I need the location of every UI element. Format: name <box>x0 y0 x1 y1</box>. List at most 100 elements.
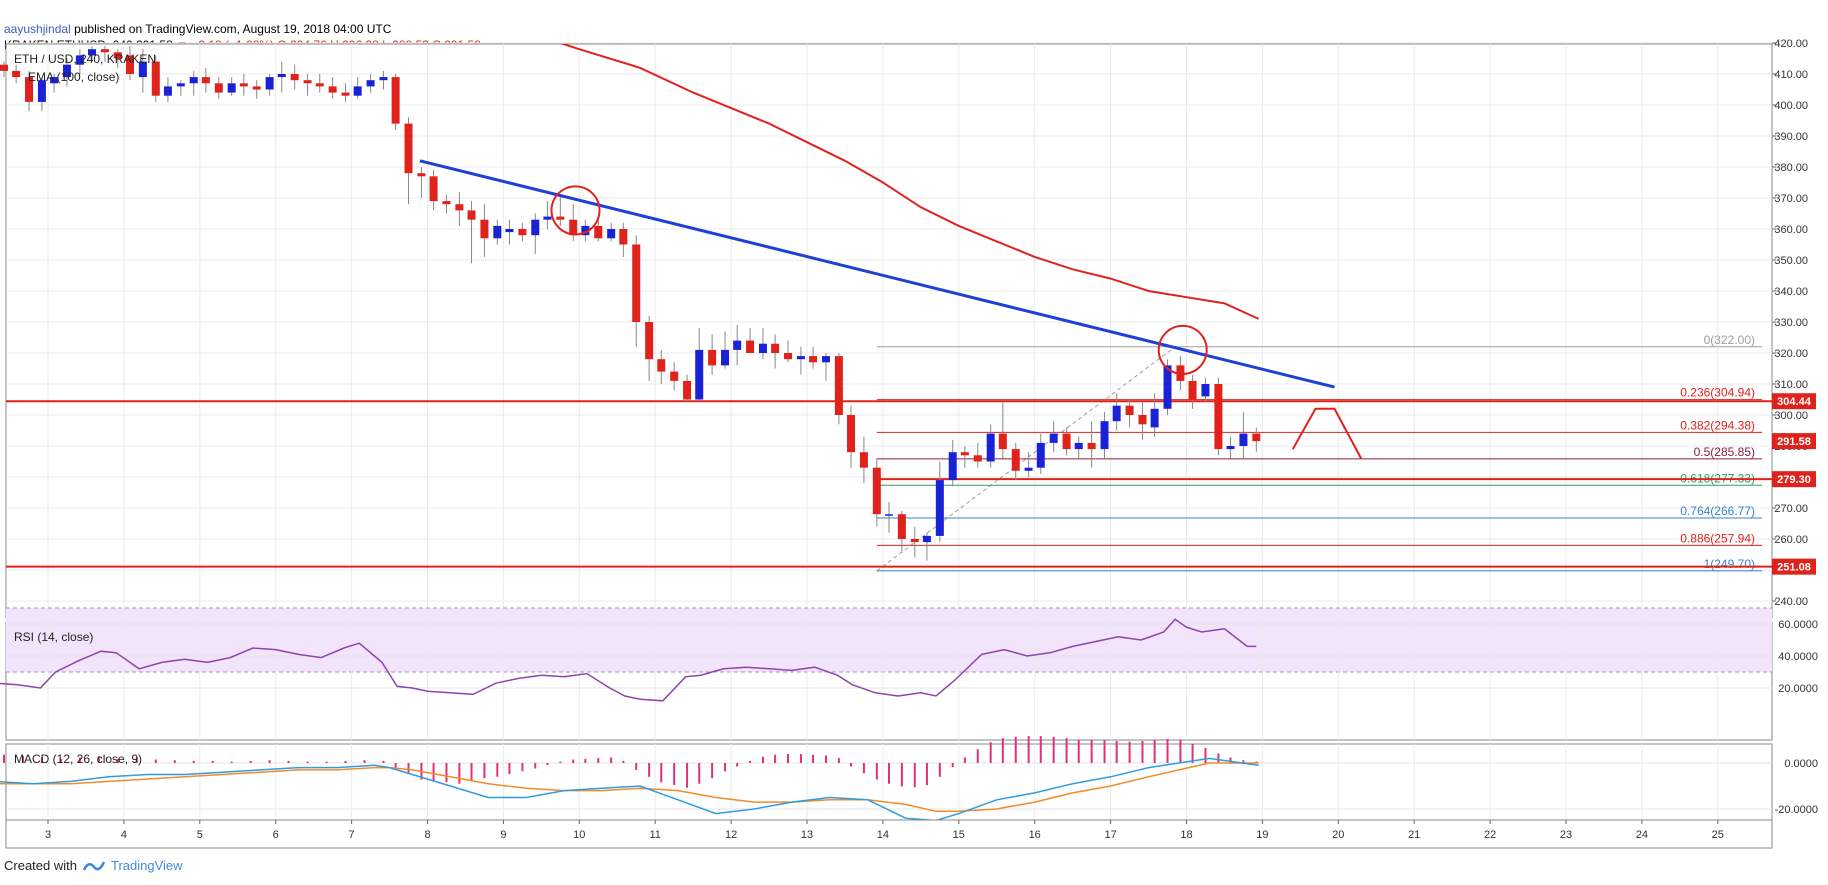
rsi-axis-label: 60.0000 <box>1778 619 1818 631</box>
macd-axis-label: 0.0000 <box>1784 758 1818 770</box>
chart-canvas[interactable]: 240.00250.00260.00270.00280.00290.00300.… <box>0 0 1828 855</box>
fib-level-label: 0.764(266.77) <box>1680 504 1755 518</box>
author-link[interactable]: aayushjindal <box>4 22 71 36</box>
candle-down <box>1214 384 1223 450</box>
candle-down <box>151 61 160 96</box>
time-axis-label: 14 <box>877 829 889 841</box>
price-axis-label: 420.00 <box>1774 38 1808 50</box>
candle-down <box>113 52 122 59</box>
fib-level-label: 0(322.00) <box>1704 333 1755 347</box>
candle-down <box>518 229 527 236</box>
macd-pane[interactable]: -20.0000 0.0000 <box>0 736 1818 822</box>
time-axis-label: 21 <box>1408 829 1420 841</box>
candle-up <box>88 49 97 56</box>
candle-up <box>189 77 198 84</box>
time-axis-label: 7 <box>349 829 355 841</box>
candle-down <box>239 83 248 87</box>
candle-up <box>721 349 730 366</box>
time-axis-label: 5 <box>197 829 203 841</box>
rsi-axis-label: 20.0000 <box>1778 683 1818 695</box>
price-axis-label: 300.00 <box>1774 410 1808 422</box>
footer: Created with TradingView <box>4 858 183 873</box>
macd-title: MACD (12, 26, close, 9) <box>14 752 142 766</box>
highlight-circle <box>1157 324 1208 375</box>
candle-up <box>1100 421 1109 450</box>
time-axis-label: 8 <box>424 829 430 841</box>
candle-down <box>859 452 868 468</box>
candle-down <box>809 356 818 363</box>
candle-down <box>771 343 780 353</box>
projection-path <box>1291 407 1362 459</box>
price-axis-label: 260.00 <box>1774 534 1808 546</box>
candle-down <box>834 356 843 415</box>
ema-100-line <box>560 44 1260 320</box>
price-axis-label: 340.00 <box>1774 286 1808 298</box>
price-tag-label: 304.44 <box>1777 396 1812 408</box>
candle-down <box>847 415 856 453</box>
candle-up <box>227 83 236 93</box>
candle-down <box>214 83 223 93</box>
candle-up <box>75 55 84 65</box>
candle-down <box>619 229 628 245</box>
fib-level-label: 0.5(285.85) <box>1694 445 1755 459</box>
candle-up <box>50 77 59 84</box>
price-tag-bg <box>1772 558 1816 575</box>
price-axis-label: 370.00 <box>1774 193 1808 205</box>
fib-level-label: 0.236(304.94) <box>1680 386 1755 400</box>
time-axis-label: 9 <box>500 829 506 841</box>
price-pane[interactable]: 240.00250.00260.00270.00280.00290.00300.… <box>0 24 1816 619</box>
legend-ema: EMA (100, close) <box>28 70 119 84</box>
candle-down <box>594 225 603 239</box>
candle-up <box>884 514 893 516</box>
descending-trend-line <box>419 159 1335 389</box>
time-axis-label: 3 <box>45 829 51 841</box>
fib-level-label: 0.382(294.38) <box>1680 418 1755 432</box>
candle-down <box>455 204 464 211</box>
candle-down <box>708 349 717 366</box>
candle-down <box>442 201 451 205</box>
price-axis-label: 310.00 <box>1774 379 1808 391</box>
candle-up <box>733 340 742 350</box>
fib-level-label: 0.886(257.94) <box>1680 531 1755 545</box>
rsi-pane[interactable]: 20.0000 40.0000 60.0000 <box>0 607 1818 741</box>
candle-up <box>607 229 616 239</box>
candle-down <box>632 244 641 322</box>
price-axis-label: 270.00 <box>1774 503 1808 515</box>
time-axis-label: 20 <box>1332 829 1344 841</box>
time-axis-label: 22 <box>1484 829 1496 841</box>
candle-up <box>948 452 957 481</box>
time-axis-label: 11 <box>649 829 660 841</box>
candle-down <box>872 467 881 515</box>
candle-down <box>657 359 666 372</box>
fib-trend-dashed-line <box>876 346 1176 572</box>
candle-down <box>1188 380 1197 400</box>
created-with-text: Created with <box>4 858 77 873</box>
price-axis-label: 240.00 <box>1774 596 1808 608</box>
tradingview-brand-link[interactable]: TradingView <box>110 858 183 873</box>
candle-down <box>645 322 654 360</box>
candle-down <box>683 380 692 400</box>
candle-up <box>531 219 540 236</box>
time-axis-label: 4 <box>121 829 127 841</box>
time-axis-label: 16 <box>1029 829 1041 841</box>
candle-up <box>379 77 388 81</box>
time-axis[interactable]: 3 4 5 6 7 8 9 10 11 12 13 14 15 16 17 18 19 20 21 22 23 24 25 <box>5 819 1773 849</box>
candle-down <box>1252 433 1261 442</box>
candle-down <box>897 514 906 539</box>
price-tag-label: 279.30 <box>1777 474 1811 486</box>
candle-up <box>37 80 46 102</box>
candle-down <box>556 216 565 220</box>
time-axis-label: 6 <box>273 829 279 841</box>
candle-up <box>1239 433 1248 446</box>
time-axis-label: 23 <box>1560 829 1572 841</box>
price-axis-label: 360.00 <box>1774 224 1808 236</box>
candle-down <box>252 86 261 90</box>
price-tag-bg <box>1772 471 1816 488</box>
macd-line <box>0 757 1259 822</box>
candle-up <box>1150 408 1159 428</box>
rsi-line <box>0 618 1257 702</box>
candle-up <box>1024 467 1033 471</box>
candle-down <box>315 83 324 87</box>
time-axis-label: 12 <box>725 829 737 841</box>
price-axis-label: 320.00 <box>1774 348 1808 360</box>
